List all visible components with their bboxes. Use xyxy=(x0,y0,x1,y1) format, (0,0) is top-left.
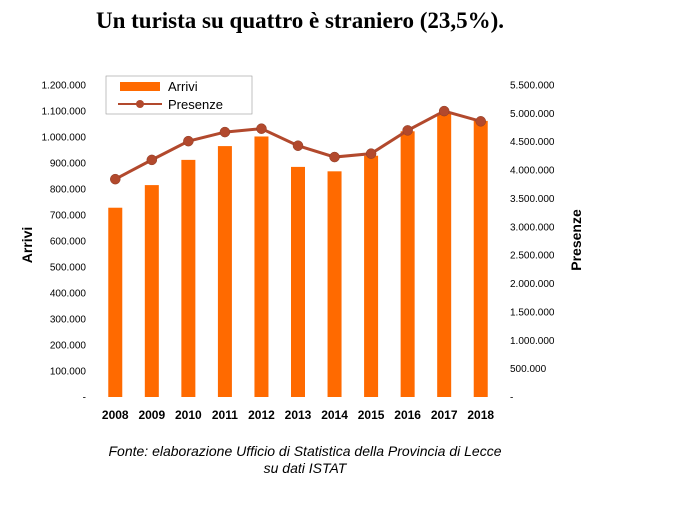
x-tick-label-2013: 2013 xyxy=(285,408,312,422)
right-tick-label: - xyxy=(510,393,513,404)
right-tick-label: 4.500.000 xyxy=(510,137,555,148)
x-tick-label-2015: 2015 xyxy=(358,408,385,422)
x-tick-label-2010: 2010 xyxy=(175,408,202,422)
x-tick-label-2017: 2017 xyxy=(431,408,458,422)
point-presenze-2018 xyxy=(475,116,486,127)
left-tick-label: 600.000 xyxy=(50,237,87,248)
point-presenze-2016 xyxy=(402,125,413,136)
left-axis-title: Arrivi xyxy=(19,227,35,264)
point-presenze-2015 xyxy=(365,148,377,159)
legend-swatch-arrivi xyxy=(120,82,160,91)
bar-arrivi-2015 xyxy=(364,155,379,397)
x-tick-label-2018: 2018 xyxy=(467,408,494,422)
right-axis-title: Presenze xyxy=(568,209,584,271)
right-tick-label: 500.000 xyxy=(510,364,547,375)
presenze-line-layer xyxy=(110,105,486,185)
bar-arrivi-2018 xyxy=(473,120,488,397)
left-tick-label: 1.200.000 xyxy=(42,81,87,92)
point-presenze-2009 xyxy=(146,154,158,166)
right-tick-label: 2.500.000 xyxy=(510,251,555,262)
point-presenze-2017 xyxy=(438,105,450,117)
left-tick-label: 500.000 xyxy=(50,263,87,274)
bar-arrivi-2009 xyxy=(144,185,159,397)
x-tick-label-2011: 2011 xyxy=(212,408,238,422)
left-tick-label: 1.100.000 xyxy=(42,107,87,118)
left-axis-ticks: - 100.000 200.000 300.000 400.000 500.000 600.… xyxy=(42,81,87,404)
bars-layer xyxy=(108,113,488,398)
legend-swatch-presenze-marker xyxy=(136,100,144,108)
bar-arrivi-2012 xyxy=(254,136,269,398)
legend-label-presenze: Presenze xyxy=(168,97,223,112)
point-presenze-2014 xyxy=(329,151,340,163)
bar-arrivi-2008 xyxy=(108,207,123,397)
bar-arrivi-2017 xyxy=(437,113,452,397)
bar-arrivi-2013 xyxy=(291,166,305,397)
x-tick-label-2016: 2016 xyxy=(394,408,421,422)
source-note-line2: su dati ISTAT xyxy=(263,460,347,476)
right-tick-label: 3.000.000 xyxy=(510,222,555,233)
point-presenze-2011 xyxy=(219,126,231,138)
legend-label-arrivi: Arrivi xyxy=(168,79,198,94)
x-tick-label-2014: 2014 xyxy=(321,408,348,422)
left-tick-label: 100.000 xyxy=(50,367,87,378)
point-presenze-2008 xyxy=(110,173,121,185)
left-tick-label: 800.000 xyxy=(50,185,87,196)
left-tick-label: 700.000 xyxy=(50,211,87,222)
left-tick-label: 200.000 xyxy=(50,341,87,352)
right-tick-label: 4.000.000 xyxy=(510,166,555,177)
bar-arrivi-2011 xyxy=(217,146,232,397)
bar-arrivi-2014 xyxy=(327,171,342,397)
left-tick-label: 400.000 xyxy=(50,289,87,300)
legend: Arrivi Presenze xyxy=(105,75,253,115)
x-tick-label-2012: 2012 xyxy=(248,408,275,422)
bar-arrivi-2010 xyxy=(181,159,196,397)
right-tick-label: 5.000.000 xyxy=(510,109,555,120)
x-tick-label-2009: 2009 xyxy=(138,408,165,422)
x-axis-categories: 2008 2009 2010 2011 2012 2013 2014 2015 2016 2017… xyxy=(102,408,494,422)
bar-arrivi-2016 xyxy=(400,131,415,397)
left-tick-label: - xyxy=(83,393,86,404)
source-note-line1: Fonte: elaborazione Ufficio di Statistic… xyxy=(108,443,502,459)
x-tick-label-2008: 2008 xyxy=(102,408,129,422)
right-axis-ticks: - 500.000 1.000.000 1.500.000 2.000.000 2.500… xyxy=(510,81,555,404)
page-title: Un turista su quattro è straniero (23,5%… xyxy=(95,8,505,33)
right-tick-label: 3.500.000 xyxy=(510,194,555,205)
left-tick-label: 300.000 xyxy=(50,315,87,326)
right-tick-label: 5.500.000 xyxy=(510,81,555,92)
left-tick-label: 1.000.000 xyxy=(42,133,87,144)
right-tick-label: 1.500.000 xyxy=(510,307,555,318)
right-tick-label: 2.000.000 xyxy=(510,279,555,290)
right-tick-label: 1.000.000 xyxy=(510,336,555,347)
point-presenze-2013 xyxy=(292,140,304,151)
left-tick-label: 900.000 xyxy=(50,159,87,170)
point-presenze-2010 xyxy=(183,135,194,147)
point-presenze-2012 xyxy=(256,123,267,134)
